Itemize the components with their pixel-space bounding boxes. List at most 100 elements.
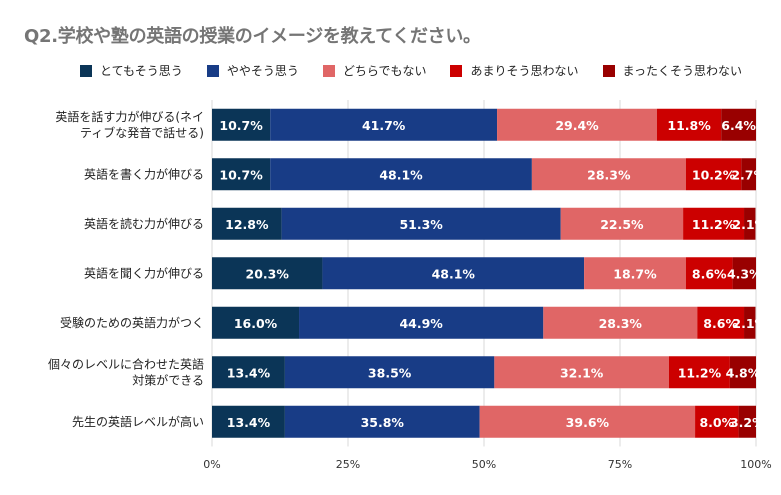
bar-segment [322, 257, 585, 290]
data-label: 8.0% [699, 415, 734, 430]
data-label: 32.1% [560, 365, 604, 380]
bar-segment [543, 306, 698, 339]
data-label: 44.9% [399, 316, 443, 331]
legend-swatch [450, 64, 463, 77]
bar-segment [741, 158, 756, 191]
category-label: 英語を読む力が伸びる [84, 216, 204, 231]
category-label: 先生の英語レベルが高い [72, 414, 204, 429]
bar-segment [497, 108, 657, 141]
chart-title: Q2.学校や塾の英語の授業のイメージを教えてください。 [24, 26, 481, 47]
bar-segment [697, 306, 745, 339]
data-label: 8.6% [692, 266, 727, 281]
legend-item: あまりそう思わない [450, 62, 579, 79]
legend-item: まったくそう思わない [602, 62, 743, 79]
data-label: 29.4% [555, 118, 599, 133]
bar-segment [584, 257, 686, 290]
bar-segment [299, 306, 544, 339]
category-label: ティブな発音で話せる) [80, 125, 204, 140]
bar-segment [732, 257, 756, 290]
bar-segment [212, 405, 285, 438]
legend-swatch [322, 64, 335, 77]
bar-segment [284, 356, 495, 389]
category-label: 英語を聞く力が伸びる [84, 265, 204, 280]
bar-segment [270, 108, 498, 141]
bar-segment [738, 405, 756, 438]
data-label: 16.0% [234, 316, 278, 331]
x-tick-label: 50% [472, 458, 496, 471]
data-label: 8.6% [703, 316, 738, 331]
bar-segment [212, 356, 285, 389]
data-label: 20.3% [246, 266, 290, 281]
legend-label: ややそう思う [226, 64, 299, 78]
bar-segment [729, 356, 756, 389]
bar-segment [531, 158, 686, 191]
legend-item: どちらでもない [322, 62, 427, 79]
bar-segment [494, 356, 669, 389]
bar-segment [284, 405, 480, 438]
x-tick-label: 25% [336, 458, 360, 471]
data-label: 10.7% [219, 167, 263, 182]
data-label: 2.7% [731, 167, 766, 182]
legend-label: あまりそう思わない [470, 64, 579, 78]
data-label: 11.2% [678, 365, 722, 380]
category-label: 個々のレベルに合わせた英語 [48, 356, 204, 371]
bar-segment [212, 257, 323, 290]
bar-segment [212, 306, 300, 339]
data-label: 10.2% [692, 167, 736, 182]
data-label: 28.3% [587, 167, 631, 182]
data-label: 48.1% [379, 167, 423, 182]
bar-segment [744, 306, 756, 339]
category-label: 英語を話す力が伸びる(ネイ [55, 109, 204, 124]
legend-label: まったくそう思わない [622, 64, 743, 78]
data-label: 2.1% [732, 316, 767, 331]
legend-item: ややそう思う [206, 62, 299, 79]
x-tick-label: 100% [740, 458, 771, 471]
legend-label: どちらでもない [342, 64, 427, 78]
bar-segment [270, 158, 532, 191]
data-label: 6.4% [721, 118, 756, 133]
legend: とてもそう思う ややそう思う どちらでもない あまりそう思わない まったくそう思… [80, 62, 742, 79]
data-label: 4.8% [726, 365, 761, 380]
legend-item: とてもそう思う [80, 62, 183, 79]
category-label: 対策ができる [132, 372, 204, 387]
data-label: 41.7% [362, 118, 406, 133]
data-label: 12.8% [225, 217, 269, 232]
bar-segment [212, 158, 271, 191]
data-label: 48.1% [432, 266, 476, 281]
x-tick-label: 0% [203, 458, 220, 471]
legend-swatch [80, 64, 92, 77]
data-label: 13.4% [227, 365, 271, 380]
bar-segment [560, 207, 684, 240]
data-label: 22.5% [600, 217, 644, 232]
data-label: 28.3% [599, 316, 643, 331]
bar-segment [656, 108, 722, 141]
bar-segment [721, 108, 756, 141]
legend-swatch [602, 64, 615, 77]
data-label: 11.2% [692, 217, 736, 232]
data-label: 18.7% [613, 266, 657, 281]
bar-segment [212, 207, 282, 240]
bar-segment [683, 207, 745, 240]
data-label: 35.8% [361, 415, 405, 430]
data-label: 11.8% [667, 118, 711, 133]
data-label: 51.3% [399, 217, 443, 232]
bar-segment [685, 257, 733, 290]
bar-segment [281, 207, 561, 240]
bar-segment [695, 405, 739, 438]
data-label: 10.7% [219, 118, 263, 133]
bar-segment [744, 207, 756, 240]
bar-segment [479, 405, 696, 438]
data-label: 2.1% [732, 217, 767, 232]
data-label: 39.6% [566, 415, 610, 430]
category-label: 受験のための英語力がつく [60, 315, 204, 330]
data-label: 13.4% [227, 415, 271, 430]
data-label: 38.5% [368, 365, 412, 380]
bar-segment [685, 158, 742, 191]
legend-label: とてもそう思う [100, 64, 183, 78]
category-label: 英語を書く力が伸びる [84, 166, 204, 181]
bar-segment [212, 108, 271, 141]
data-label: 3.2% [730, 415, 765, 430]
legend-swatch [206, 64, 219, 77]
bar-segment [668, 356, 730, 389]
